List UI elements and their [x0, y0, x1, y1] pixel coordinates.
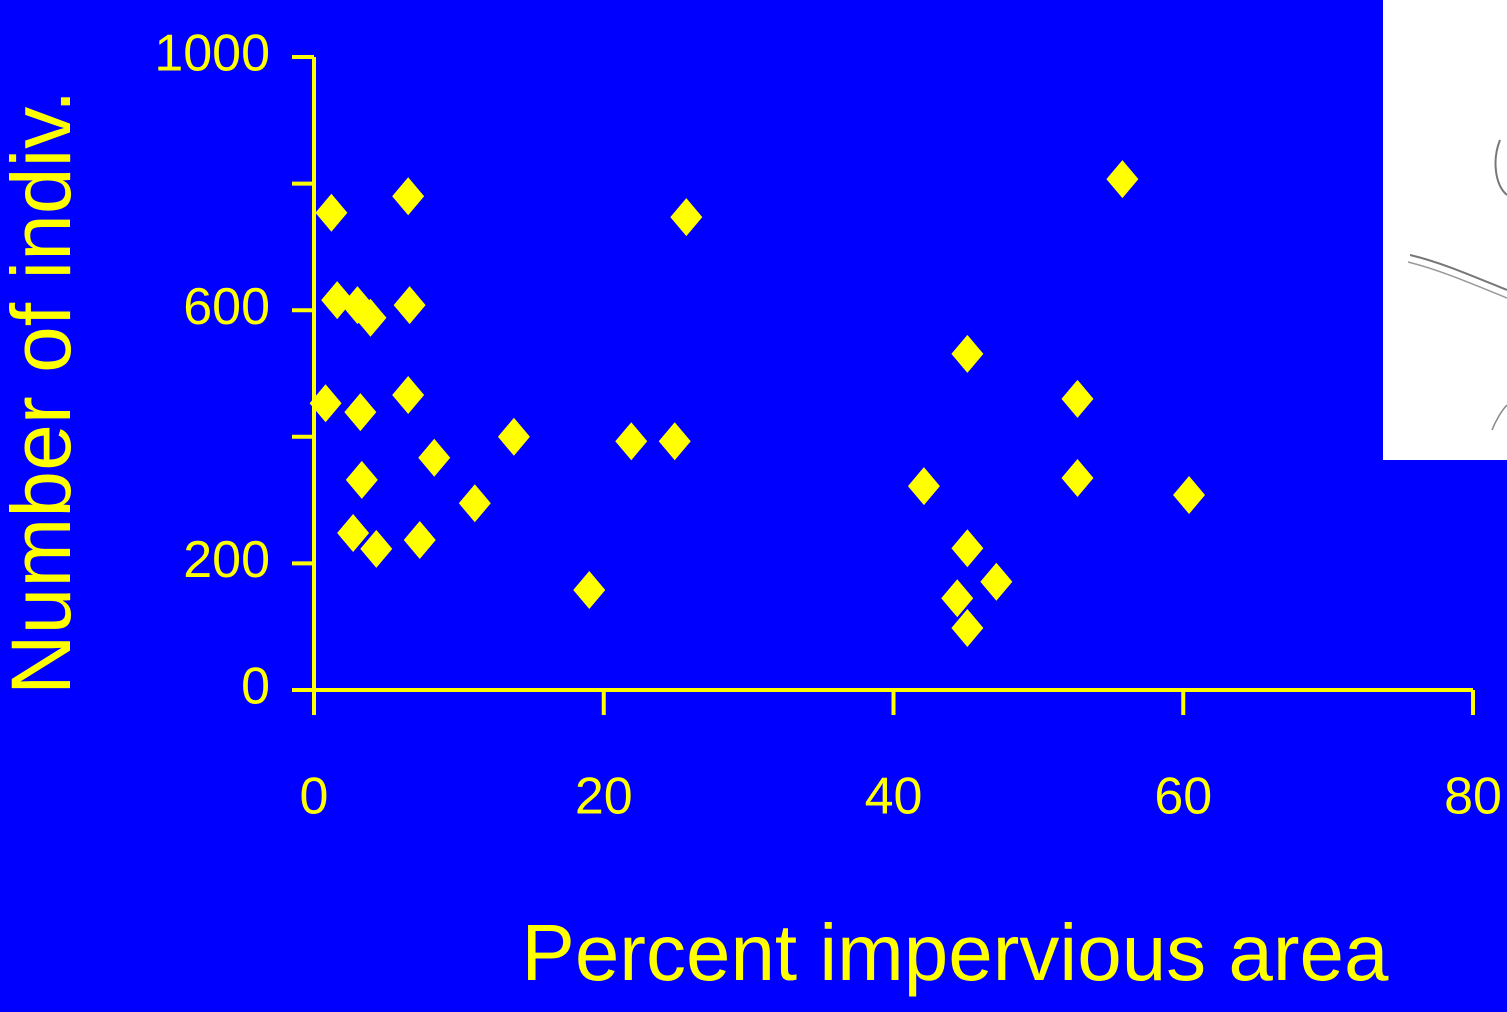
y-tick-label: 200	[183, 531, 270, 589]
x-tick-label: 60	[1154, 768, 1212, 826]
chart: Number of indiv. Percent impervious area…	[0, 0, 1507, 1012]
page: Number of indiv. Percent impervious area…	[0, 0, 1507, 1012]
y-axis-title: Number of indiv.	[0, 90, 88, 695]
y-tick-label: 0	[241, 658, 270, 716]
x-axis-title: Percent impervious area	[521, 908, 1389, 997]
x-tick-label: 40	[865, 768, 923, 826]
x-tick-label: 80	[1444, 768, 1502, 826]
y-tick-label: 600	[183, 278, 270, 336]
x-tick-label: 0	[300, 768, 329, 826]
x-tick-label: 20	[575, 768, 633, 826]
background	[0, 0, 1507, 1012]
y-tick-label: 1000	[154, 25, 270, 83]
inset-image	[1383, 0, 1507, 460]
